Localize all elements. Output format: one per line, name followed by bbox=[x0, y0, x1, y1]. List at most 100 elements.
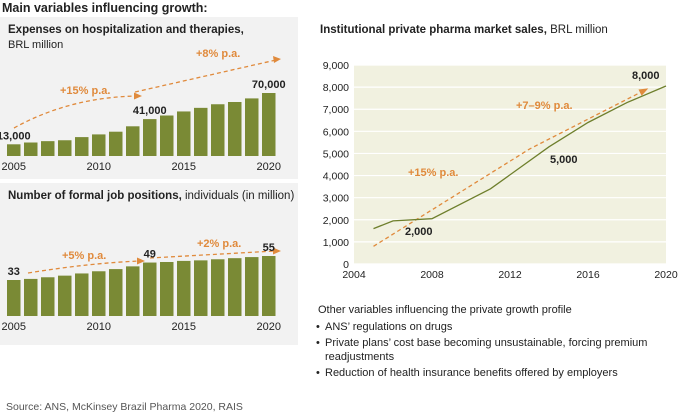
y-tick-label: 7,000 bbox=[323, 104, 349, 116]
bar-2013 bbox=[143, 119, 157, 156]
y-tick-label: 3,000 bbox=[323, 193, 349, 205]
bar-2011 bbox=[109, 131, 123, 156]
expenses-chart-unit: BRL million bbox=[8, 39, 64, 51]
arrow-head-early bbox=[134, 92, 142, 100]
jobs-panel: Number of formal job positions, individu… bbox=[0, 183, 298, 345]
bar-2008 bbox=[58, 275, 72, 316]
expenses-panel: Expenses on hospitalization and therapie… bbox=[0, 17, 298, 179]
pharma-chart-title-unit: BRL million bbox=[550, 24, 608, 36]
x-tick-label: 2016 bbox=[576, 269, 600, 281]
bar-2007 bbox=[41, 277, 55, 316]
y-tick-label: 4,000 bbox=[323, 171, 349, 183]
y-tick-label: 1,000 bbox=[323, 237, 349, 249]
bar-2009 bbox=[75, 273, 89, 316]
arrow-growth-late bbox=[134, 59, 277, 93]
bar-2005 bbox=[7, 280, 21, 316]
annotation-growth-early: +15% p.a. bbox=[60, 85, 110, 97]
bar-2005 bbox=[7, 144, 21, 156]
arrow-head-late bbox=[273, 56, 281, 63]
other-variable-item: ANS’ regulations on drugs bbox=[316, 320, 684, 334]
bar-2012 bbox=[126, 126, 140, 156]
bar-2011 bbox=[109, 269, 123, 316]
bar-2014 bbox=[160, 115, 174, 156]
projection-arrow-head bbox=[638, 88, 649, 96]
jobs-chart-title-main: Number of formal job positions, bbox=[8, 190, 182, 202]
bar-2014 bbox=[160, 262, 174, 316]
y-tick-label: 5,000 bbox=[323, 148, 349, 160]
y-tick-label: 0 bbox=[343, 259, 349, 271]
y-tick-label: 6,000 bbox=[323, 126, 349, 138]
arrow-growth-early bbox=[13, 95, 139, 129]
annotation-growth-late: +8% p.a. bbox=[196, 48, 240, 60]
bar-2018 bbox=[228, 258, 242, 316]
bar-2017 bbox=[211, 104, 225, 156]
bar-2019 bbox=[245, 98, 259, 156]
jobs-chart-title: Number of formal job positions, individu… bbox=[8, 190, 294, 202]
value-label-8000: 8,000 bbox=[632, 70, 660, 82]
x-tick-label: 2005 bbox=[2, 161, 26, 173]
x-tick-label: 2020 bbox=[257, 321, 281, 333]
expenses-chart-title: Expenses on hospitalization and therapie… bbox=[8, 24, 244, 36]
x-tick-label: 2005 bbox=[2, 321, 26, 333]
bar-2008 bbox=[58, 140, 72, 156]
bar-2019 bbox=[245, 257, 259, 316]
x-tick-label: 2010 bbox=[87, 161, 111, 173]
value-label: 41,000 bbox=[133, 105, 167, 117]
bar-2020 bbox=[262, 256, 276, 316]
y-tick-label: 9,000 bbox=[323, 60, 349, 72]
other-variable-item: Private plans’ cost base becoming unsust… bbox=[316, 336, 684, 364]
sales-line bbox=[373, 85, 667, 230]
bar-2017 bbox=[211, 259, 225, 316]
source-note: Source: ANS, McKinsey Brazil Pharma 2020… bbox=[6, 401, 243, 413]
bar-2012 bbox=[126, 266, 140, 316]
y-tick-label: 2,000 bbox=[323, 215, 349, 227]
arrow-head-late bbox=[273, 247, 281, 255]
other-variables-list: ANS’ regulations on drugs Private plans’… bbox=[316, 320, 684, 382]
value-label: 33 bbox=[8, 266, 20, 278]
expenses-bar-chart: +15% p.a. +8% p.a. 13,000 41,000 70,000 20… bbox=[0, 48, 286, 173]
bar-2018 bbox=[228, 102, 242, 156]
growth-arrows bbox=[27, 247, 281, 274]
x-tick-label: 2015 bbox=[172, 161, 196, 173]
x-tick-label: 2004 bbox=[342, 269, 366, 281]
annotation-growth-late: +7–9% p.a. bbox=[516, 100, 573, 112]
bar-2009 bbox=[75, 137, 89, 156]
x-tick-label: 2020 bbox=[257, 161, 281, 173]
bar-2006 bbox=[24, 142, 38, 156]
bar-2010 bbox=[92, 134, 106, 156]
x-tick-label: 2010 bbox=[87, 321, 111, 333]
bar-2006 bbox=[24, 278, 38, 316]
annotation-growth-late: +2% p.a. bbox=[197, 238, 241, 250]
bar-2010 bbox=[92, 271, 106, 316]
bar-2020 bbox=[262, 93, 276, 156]
x-tick-label: 2008 bbox=[420, 269, 444, 281]
value-label: 55 bbox=[263, 242, 275, 254]
arrow-growth-late bbox=[149, 250, 276, 259]
pharma-chart-title-main: Institutional private pharma market sale… bbox=[320, 24, 547, 36]
value-label: 13,000 bbox=[0, 130, 31, 142]
x-tick-label: 2020 bbox=[654, 269, 678, 281]
other-variables-title: Other variables influencing the private … bbox=[318, 304, 572, 316]
projection-arrow bbox=[373, 88, 647, 247]
jobs-chart-title-unit: individuals (in million) bbox=[184, 190, 295, 202]
value-label-5000: 5,000 bbox=[550, 154, 578, 166]
jobs-bar-chart: +5% p.a. +2% p.a. 33 49 55 2005 2010 2015 202… bbox=[2, 238, 281, 333]
arrow-head-early bbox=[137, 257, 145, 265]
main-title: Main variables influencing growth: bbox=[2, 1, 208, 15]
bar-2013 bbox=[143, 262, 157, 316]
pharma-line-chart: 0 1,000 2,000 3,000 4,000 5,000 6,000 7,000 8,00… bbox=[323, 60, 678, 281]
value-label: 70,000 bbox=[252, 79, 286, 91]
annotation-growth-early: +5% p.a. bbox=[62, 250, 106, 262]
bar-2016 bbox=[194, 107, 208, 156]
other-variable-item: Reduction of health insurance benefits o… bbox=[316, 366, 684, 380]
bar-2015 bbox=[177, 260, 191, 316]
x-tick-label: 2015 bbox=[172, 321, 196, 333]
annotation-growth-early: +15% p.a. bbox=[408, 167, 458, 179]
plot-area bbox=[354, 65, 666, 264]
value-label: 49 bbox=[144, 249, 156, 261]
x-tick-label: 2012 bbox=[498, 269, 522, 281]
bar-2016 bbox=[194, 260, 208, 316]
arrow-growth-early bbox=[27, 260, 141, 274]
bar-2015 bbox=[177, 111, 191, 156]
pharma-chart-title: Institutional private pharma market sale… bbox=[320, 24, 608, 36]
